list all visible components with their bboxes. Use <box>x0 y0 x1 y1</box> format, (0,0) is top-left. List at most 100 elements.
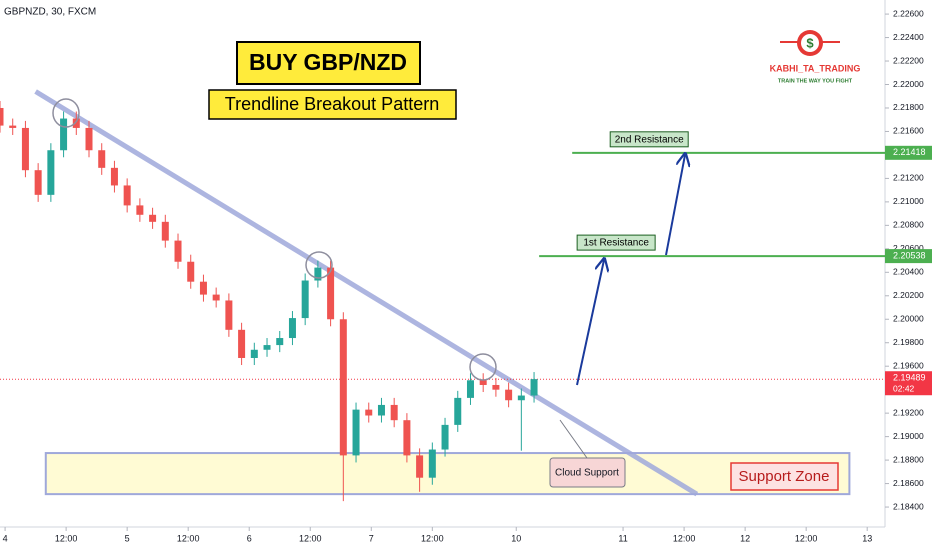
candle-body <box>314 267 322 281</box>
y-tick-label: 2.19600 <box>893 360 924 370</box>
current-price-value: 2.19489 <box>893 373 926 383</box>
candle-body <box>301 280 309 319</box>
callout-box <box>549 457 626 488</box>
candle-body <box>199 281 207 295</box>
y-tick-label: 2.20000 <box>893 314 924 324</box>
candle-body <box>47 150 55 195</box>
y-tick-label: 2.19000 <box>893 431 924 441</box>
candle-body <box>263 345 271 350</box>
candle-body <box>212 294 220 301</box>
candle-body <box>9 125 17 128</box>
candle-body <box>123 185 131 206</box>
touch-circle <box>469 353 497 381</box>
y-tick-label: 2.21800 <box>893 102 924 112</box>
logo-name: KABHI_TA_TRADING <box>770 63 861 73</box>
candle-body <box>225 300 233 330</box>
y-tick-label: 2.22400 <box>893 32 924 42</box>
y-tick-label: 2.22200 <box>893 55 924 65</box>
resistance-label-box <box>576 234 656 251</box>
candle-body <box>34 170 42 195</box>
candle-body <box>441 424 449 450</box>
arrow <box>665 155 685 256</box>
y-tick-label: 2.21000 <box>893 196 924 206</box>
x-tick-label: 12:00 <box>795 533 818 543</box>
support-zone <box>44 452 851 496</box>
current-price-countdown: 02:42 <box>893 383 915 393</box>
symbol-header: GBPNZD, 30, FXCM <box>4 7 96 18</box>
y-tick-label: 2.21200 <box>893 173 924 183</box>
candle-body <box>517 395 525 401</box>
x-tick-label: 12:00 <box>673 533 696 543</box>
y-tick-label: 2.21600 <box>893 126 924 136</box>
support-zone-label: Support Zone <box>739 468 830 485</box>
candle-body <box>110 167 118 186</box>
touch-circle <box>52 98 80 128</box>
y-tick-label: 2.20600 <box>893 243 924 253</box>
subtitle-box <box>208 89 457 120</box>
logo-tagline: TRAIN THE WAY YOU FIGHT <box>778 78 853 84</box>
resistance-label: 1st Resistance <box>583 238 649 249</box>
x-tick-label: 5 <box>125 533 130 543</box>
candle-body <box>492 384 500 390</box>
resistance-price-tag <box>885 249 932 264</box>
candle-body <box>327 267 335 320</box>
candle-body <box>21 127 29 171</box>
candle-body <box>0 107 4 126</box>
resistance-price: 2.21418 <box>893 147 926 157</box>
x-tick-label: 11 <box>618 533 627 543</box>
x-tick-label: 6 <box>247 533 252 543</box>
candle-body <box>288 318 296 339</box>
y-tick-label: 2.20400 <box>893 267 924 277</box>
logo: $ KABHI_TA_TRADING TRAIN THE WAY YOU FIG… <box>770 30 861 84</box>
callout-line <box>559 419 588 459</box>
resistance-label: 2nd Resistance <box>615 134 684 145</box>
y-tick-label: 2.19200 <box>893 407 924 417</box>
trendline <box>34 89 699 497</box>
candle-body <box>136 205 144 215</box>
resistance-price: 2.20538 <box>893 250 926 260</box>
chart-title: BUY GBP/NZD <box>249 49 407 75</box>
candle-body <box>377 404 385 416</box>
y-tick-label: 2.22600 <box>893 8 924 18</box>
cloud-label: Cloud Support <box>555 468 619 479</box>
candle-body <box>98 150 106 168</box>
candle-body <box>390 404 398 421</box>
candle-body <box>352 409 360 456</box>
x-tick-label: 10 <box>511 533 521 543</box>
y-tick-label: 2.18600 <box>893 478 924 488</box>
title-box <box>236 41 421 85</box>
candle-body <box>479 380 487 385</box>
candle-body <box>505 389 513 401</box>
candle-body <box>466 380 474 398</box>
y-tick-label: 2.20800 <box>893 220 924 230</box>
candle-body <box>530 379 538 396</box>
y-tick-label: 2.22000 <box>893 79 924 89</box>
candle-body <box>250 349 258 358</box>
support-zone-label-box <box>730 462 839 491</box>
touch-circle <box>305 251 333 279</box>
candle-body <box>85 127 93 151</box>
y-tick-label: 2.18800 <box>893 454 924 464</box>
candle-body <box>339 319 347 456</box>
candle-body <box>174 240 182 262</box>
candle-body <box>416 455 424 478</box>
candle-body <box>187 261 195 282</box>
x-tick-label: 12:00 <box>299 533 322 543</box>
resistance-price-tag <box>885 145 932 160</box>
y-tick-label: 2.19800 <box>893 337 924 347</box>
x-tick-label: 12:00 <box>421 533 444 543</box>
candle-body <box>149 214 157 222</box>
candle-body <box>60 118 68 151</box>
x-tick-label: 7 <box>369 533 374 543</box>
chart-subtitle: Trendline Breakout Pattern <box>225 94 439 114</box>
x-tick-label: 13 <box>862 533 872 543</box>
candle-body <box>161 221 169 241</box>
candle-body <box>276 338 284 346</box>
y-tick-label: 2.20200 <box>893 290 924 300</box>
candle-body <box>454 397 462 425</box>
x-tick-label: 4 <box>3 533 8 543</box>
current-price-tag <box>885 371 932 396</box>
x-tick-label: 12:00 <box>55 533 78 543</box>
resistance-label-box <box>609 131 689 148</box>
